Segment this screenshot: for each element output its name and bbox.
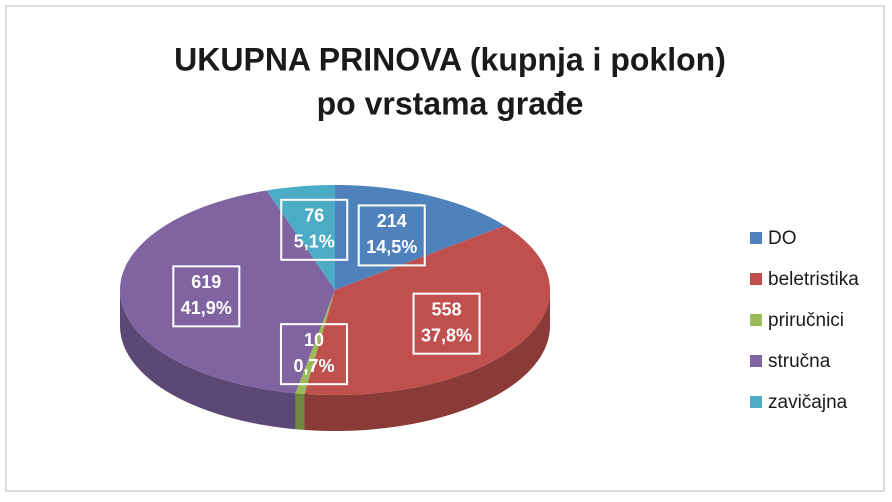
slice xyxy=(266,185,335,290)
chart-title: po vrstama građe xyxy=(317,85,584,121)
legend-label: priručnici xyxy=(768,310,844,331)
data-label-box xyxy=(279,323,348,386)
slice-side xyxy=(120,290,296,430)
legend-swatch xyxy=(750,396,762,408)
data-label-box xyxy=(412,292,481,355)
data-label: 619 xyxy=(191,272,221,292)
legend-label: zavičajna xyxy=(768,392,848,413)
data-label: 214 xyxy=(377,211,407,231)
data-label-box xyxy=(357,204,426,267)
slice xyxy=(304,225,550,395)
legend-label: DO xyxy=(768,228,797,249)
data-label: 0,7% xyxy=(293,356,334,376)
legend-swatch xyxy=(750,314,762,326)
data-label: 558 xyxy=(432,299,462,319)
legend-label: stručna xyxy=(768,351,831,372)
data-label: 76 xyxy=(304,206,324,226)
data-label: 14,5% xyxy=(366,237,417,257)
legend-label: beletristika xyxy=(768,269,859,290)
legend-swatch xyxy=(750,355,762,367)
slice xyxy=(295,290,335,394)
slice-side xyxy=(295,393,305,430)
data-label: 5,1% xyxy=(294,232,335,252)
chart-title: UKUPNA PRINOVA (kupnja i poklon) xyxy=(174,41,726,77)
data-label: 10 xyxy=(304,330,324,350)
data-label: 41,9% xyxy=(181,298,232,318)
slice xyxy=(335,185,505,290)
slice-side xyxy=(304,290,550,431)
data-label-box xyxy=(280,198,349,261)
legend-swatch xyxy=(750,273,762,285)
data-label-box xyxy=(172,265,241,328)
legend-swatch xyxy=(750,232,762,244)
data-label: 37,8% xyxy=(421,325,472,345)
